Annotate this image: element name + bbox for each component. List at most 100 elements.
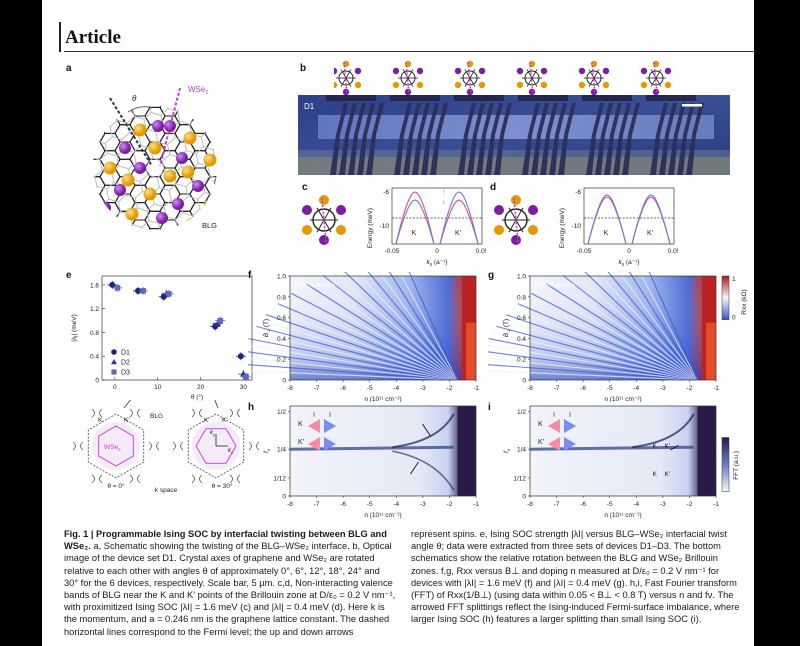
- panel-f-xtick-1: -7: [314, 385, 320, 392]
- header-rule-horizontal: [64, 51, 754, 52]
- bz-wse2-hex-right: [195, 428, 237, 464]
- device-label: D1: [304, 102, 315, 111]
- panel-i-ytick-0: 1/2: [517, 409, 526, 416]
- panel-f-annotation: |λI| = 1.6 meV: [295, 282, 336, 289]
- panel-i-xtick-4: -4: [633, 501, 639, 508]
- panel-g-heatmap: 1.00.80.60.40.20-8 -7 -6 -5 -4 -3 -2 -1n (10¹¹ …: [488, 272, 748, 402]
- panel-h-frame: [289, 405, 477, 497]
- panel-f-ytick-5: 0: [282, 378, 286, 385]
- panel-e-legend-d2: D2: [121, 360, 130, 367]
- panel-g-xtick-4: -4: [633, 385, 639, 392]
- panel-h-map: [290, 406, 476, 496]
- panel-g-xtick-1: -7: [554, 385, 560, 392]
- panel-e-legend-d1: D1: [121, 350, 130, 357]
- panel-i-pocket-k-down: [564, 419, 576, 433]
- panel-g-ytick-5: 0: [522, 378, 526, 385]
- panel-e-legend-marker: [111, 359, 117, 365]
- panel-f-ytick-2: 0.6: [277, 315, 286, 322]
- caption-title: Fig. 1 | Programmable Ising SOC by inter…: [64, 529, 387, 552]
- panel-f-ytick-1: 0.8: [277, 294, 286, 301]
- panel-i-arrow-kp2: K': [664, 471, 670, 478]
- panel-h-inset-kp: K': [298, 439, 304, 446]
- panel-e-point-d3: [217, 317, 224, 324]
- panel-d-xlabel: kx (a⁻¹): [618, 259, 639, 268]
- panel-h-ytick-1: 1/4: [277, 447, 286, 454]
- panel-h-split-arrow: [410, 461, 419, 475]
- article-page: Article a θ WSe2 BLG b D1: [42, 0, 754, 646]
- panel-g-xtick-2: -6: [580, 385, 586, 392]
- panel-e-xtick-3: 30: [240, 384, 248, 391]
- panel-h-split-arrow: [422, 423, 431, 437]
- panel-e-legend-marker: [111, 349, 117, 355]
- panel-d-valley-kp: K': [647, 230, 653, 237]
- panel-d-ytick-0: -6: [575, 189, 581, 196]
- bz-trigonal-pocket: [72, 441, 84, 451]
- panel-c-xtick-0: -0.05: [385, 248, 400, 255]
- panel-label-b: b: [300, 63, 307, 74]
- bz-k-label: K: [98, 417, 103, 424]
- bz-trigonal-pocket: [191, 474, 203, 484]
- panel-g-colorbar: [721, 275, 730, 320]
- panel-b-optical-image: D1: [298, 95, 730, 175]
- panel-e-xtick-0: 0: [113, 384, 117, 391]
- bz-kp-label: K': [124, 417, 130, 424]
- bz-kx-label: kx: [228, 448, 234, 455]
- panel-e-point-d1: [237, 353, 244, 360]
- panel-c-spin-up-arrow: ↑: [442, 189, 446, 196]
- panel-i-xtick-2: -6: [580, 501, 586, 508]
- panel-h-xtick-4: -4: [393, 501, 399, 508]
- panel-h-inset-k: K: [298, 421, 303, 428]
- panel-e-xtick-1: 10: [154, 384, 162, 391]
- bz-k-label-right: K: [204, 417, 209, 424]
- panel-d-band-k-spin-down: [587, 196, 627, 245]
- bz-trigonal-pocket: [129, 474, 141, 484]
- bz-ky-label: ky: [210, 430, 216, 437]
- panel-e-point-d3: [114, 285, 121, 291]
- panel-i-xtick-7: -1: [713, 501, 719, 508]
- blg-label: BLG: [202, 221, 217, 230]
- bz-theta0-label: θ = 0°: [107, 482, 125, 490]
- panel-a-lattice-schematic: θ WSe2 BLG: [93, 85, 217, 230]
- panel-f-frame: [289, 275, 477, 381]
- article-header: Article: [65, 27, 121, 48]
- panel-i-arrow-kp: K': [664, 443, 670, 450]
- bz-blg-hex-right: [187, 413, 245, 479]
- panel-c-plot-frame: [391, 187, 483, 245]
- panel-g-xtick-0: -8: [527, 385, 533, 392]
- panel-h-xtick-2: -6: [340, 501, 346, 508]
- panel-f-xtick-5: -3: [420, 385, 426, 392]
- panel-i-ytick-1: 1/4: [517, 447, 526, 454]
- panel-h-pocket-k-up: [308, 419, 320, 433]
- panel-f-xtick-0: -8: [287, 385, 293, 392]
- panel-h-xtick-0: -8: [287, 501, 293, 508]
- panel-f-xtick-7: -1: [473, 385, 479, 392]
- panel-d-ylabel: Energy (meV): [559, 208, 566, 248]
- panel-c-xtick-2: 0.05: [476, 248, 486, 255]
- panel-label-d: d: [490, 182, 497, 193]
- panel-i-frame: [529, 405, 717, 497]
- panel-i-pocket-kp-up: [548, 437, 560, 451]
- panel-g-ytick-0: 1.0: [517, 274, 526, 281]
- panel-e-ytick-0: 1.6: [90, 282, 99, 289]
- panel-e-ytick-3: 0.4: [90, 354, 99, 361]
- panel-h-xtick-6: -2: [447, 501, 453, 508]
- panel-i-inset-k: K: [538, 421, 543, 428]
- panel-label-e: e: [66, 270, 72, 281]
- panel-f-ytick-4: 0.2: [277, 357, 286, 364]
- panel-label-i: i: [488, 402, 491, 413]
- panel-c-band-structure: Energy (meV) -6 -10 -0.05 0 0.05 kx (a⁻¹) K K' ↑ ↓: [302, 187, 486, 268]
- bz-trigonal-pocket: [129, 408, 141, 418]
- panel-d-xtick-1: 0: [627, 248, 631, 255]
- panel-g-annotation: |λI| = 0.4 meV: [535, 282, 576, 289]
- panel-c-valley-k: K: [412, 230, 417, 237]
- panel-h-xlabel: n (10¹¹ cm⁻²): [364, 512, 401, 519]
- bz-kspace-label: k space: [155, 487, 178, 494]
- panel-c-xlabel: kx (a⁻¹): [426, 259, 447, 268]
- bz-trigonal-pocket: [229, 474, 241, 484]
- bz-kp-label-right: K': [222, 417, 228, 424]
- caption-left-text: a, Schematic showing the twisting of the…: [64, 541, 396, 637]
- bz-trigonal-pocket: [91, 408, 103, 418]
- wse2-label: WSe: [188, 85, 206, 94]
- panel-i-colorbar: [721, 437, 730, 492]
- bz-theta30-label: θ = 30°: [212, 482, 233, 490]
